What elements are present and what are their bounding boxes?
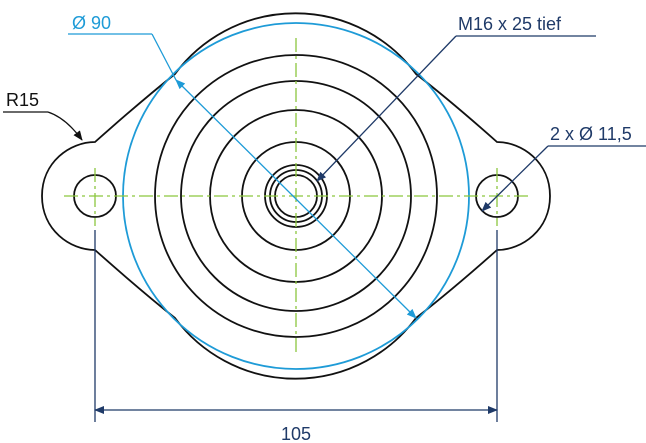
thread-leader-diagonal — [316, 35, 457, 182]
holes-leader-diagonal — [481, 145, 549, 212]
callout-thread: M16 x 25 tief — [316, 14, 596, 182]
radius-label: R15 — [6, 90, 39, 110]
dimension-diameter-90: Ø 90 — [68, 13, 417, 319]
holes-label: 2 x Ø 11,5 — [550, 124, 632, 144]
spacing-label: 105 — [281, 424, 311, 443]
centerlines — [64, 38, 530, 356]
diameter-90-dimension-line — [175, 79, 417, 319]
diameter-90-leader-diagonal — [151, 33, 177, 81]
diameter-90-label: Ø 90 — [72, 13, 111, 33]
ring-1 — [154, 54, 438, 338]
callout-radius: R15 — [3, 90, 83, 141]
dimension-hole-spacing: 105 — [94, 230, 498, 443]
callout-holes: 2 x Ø 11,5 — [481, 124, 646, 212]
thread-label: M16 x 25 tief — [458, 14, 562, 34]
radius-leader-curve — [47, 111, 83, 141]
